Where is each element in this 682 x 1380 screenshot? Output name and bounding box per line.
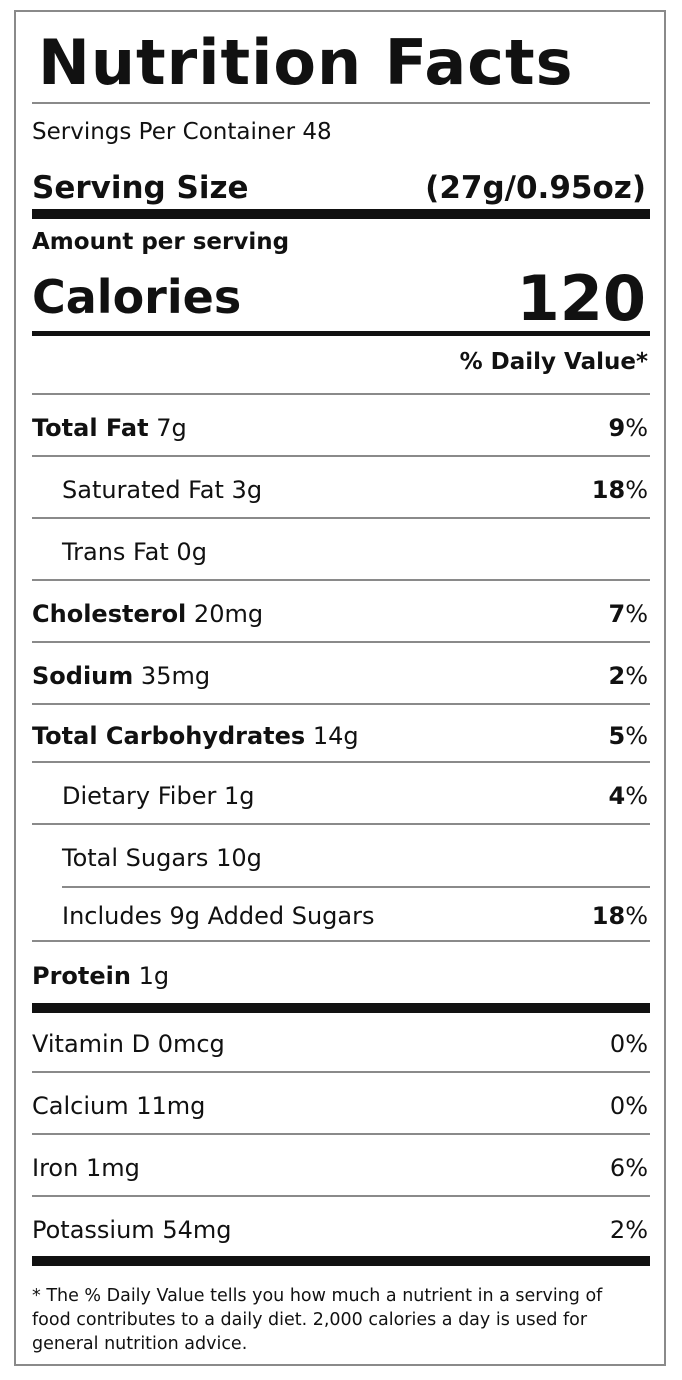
vitamin-amount: 0mcg — [157, 1030, 225, 1058]
divider — [32, 761, 650, 763]
divider — [32, 703, 650, 705]
nutrient-protein: Protein 1g — [32, 962, 169, 990]
nutrient-name: Total Fat — [32, 414, 149, 442]
nutrient-added-sugars: Includes 9g Added Sugars — [62, 902, 374, 930]
nutrient-name: Protein — [32, 962, 131, 990]
nutrient-amount: 35mg — [140, 662, 211, 690]
nutrient-name: Sodium — [32, 662, 134, 690]
thick-divider — [32, 1003, 650, 1013]
divider — [32, 823, 650, 825]
serving-size-value: (27g/0.95oz) — [425, 170, 646, 206]
nutrient-name: Total Sugars — [62, 844, 209, 872]
thick-divider — [32, 1256, 650, 1266]
nutrient-name: Cholesterol — [32, 600, 187, 628]
footnote: * The % Daily Value tells you how much a… — [32, 1286, 603, 1354]
vitamin-name: Vitamin D — [32, 1030, 151, 1058]
nutrient-total-fat: Total Fat 7g — [32, 414, 187, 442]
nutrient-amount: 10g — [216, 844, 262, 872]
daily-value-percent: 5% — [608, 722, 648, 750]
nutrient-name: Trans Fat — [62, 538, 169, 566]
divider — [32, 517, 650, 519]
calories-value: 120 — [516, 262, 646, 335]
nutrient-cholesterol: Cholesterol 20mg — [32, 600, 263, 628]
nutrient-amount: 14g — [312, 722, 359, 750]
nutrient-total-carbohydrates: Total Carbohydrates 14g — [32, 722, 359, 750]
divider — [62, 886, 650, 888]
vitamin-amount: 1mg — [85, 1154, 140, 1182]
medium-divider — [32, 331, 650, 336]
daily-value-percent: 7% — [608, 600, 648, 628]
divider — [32, 1133, 650, 1135]
nutrient-amount: 3g — [231, 476, 263, 504]
divider — [32, 1195, 650, 1197]
daily-value-percent: 4% — [608, 782, 648, 810]
nutrient-saturated-fat: Saturated Fat 3g — [62, 476, 262, 504]
divider — [32, 579, 650, 581]
nutrient-name: Total Carbohydrates — [32, 722, 306, 750]
daily-value-percent: 9% — [608, 414, 648, 442]
vitamin-name: Potassium — [32, 1216, 155, 1244]
nutrient-amount: 7g — [156, 414, 187, 442]
divider — [32, 1071, 650, 1073]
nutrient-sodium: Sodium 35mg — [32, 662, 210, 690]
vitamin-amount: 11mg — [136, 1092, 206, 1120]
daily-value-percent: 18% — [591, 902, 648, 930]
amount-per-serving: Amount per serving — [32, 229, 290, 255]
divider — [32, 455, 650, 457]
daily-value-percent: 0% — [609, 1092, 648, 1120]
nutrient-amount: 20mg — [193, 600, 264, 628]
nutrient-name: Dietary Fiber — [62, 782, 217, 810]
vitamin-name: Calcium — [32, 1092, 129, 1120]
label-title: Nutrition Facts — [38, 26, 574, 99]
nutrient-name: Saturated Fat — [62, 476, 224, 504]
thick-divider — [32, 209, 650, 219]
nutrient-dietary-fiber: Dietary Fiber 1g — [62, 782, 254, 810]
vitamin-d: Vitamin D 0mcg — [32, 1030, 225, 1058]
daily-value-percent: 2% — [608, 662, 648, 690]
mineral-potassium: Potassium 54mg — [32, 1216, 231, 1244]
nutrient-name: Includes 9g Added Sugars — [62, 902, 375, 930]
nutrient-total-sugars: Total Sugars 10g — [62, 844, 262, 872]
nutrient-amount: 0g — [176, 538, 207, 566]
daily-value-percent: 0% — [609, 1030, 648, 1058]
vitamin-amount: 54mg — [162, 1216, 232, 1244]
divider — [32, 641, 650, 643]
mineral-calcium: Calcium 11mg — [32, 1092, 205, 1120]
servings-per-container: Servings Per Container 48 — [32, 119, 332, 145]
nutrition-label: Nutrition Facts Servings Per Container 4… — [14, 10, 666, 1366]
daily-value-percent: 6% — [609, 1154, 648, 1182]
vitamin-name: Iron — [32, 1154, 79, 1182]
serving-size-label: Serving Size — [32, 170, 249, 206]
divider — [32, 940, 650, 942]
calories-label: Calories — [32, 270, 242, 324]
nutrient-trans-fat: Trans Fat 0g — [62, 538, 207, 566]
nutrient-amount: 1g — [138, 962, 170, 990]
daily-value-percent: 18% — [591, 476, 648, 504]
nutrient-amount: 1g — [223, 782, 255, 810]
daily-value-header: % Daily Value* — [459, 349, 648, 375]
mineral-iron: Iron 1mg — [32, 1154, 140, 1182]
divider — [32, 102, 650, 104]
daily-value-percent: 2% — [609, 1216, 648, 1244]
divider — [32, 393, 650, 395]
